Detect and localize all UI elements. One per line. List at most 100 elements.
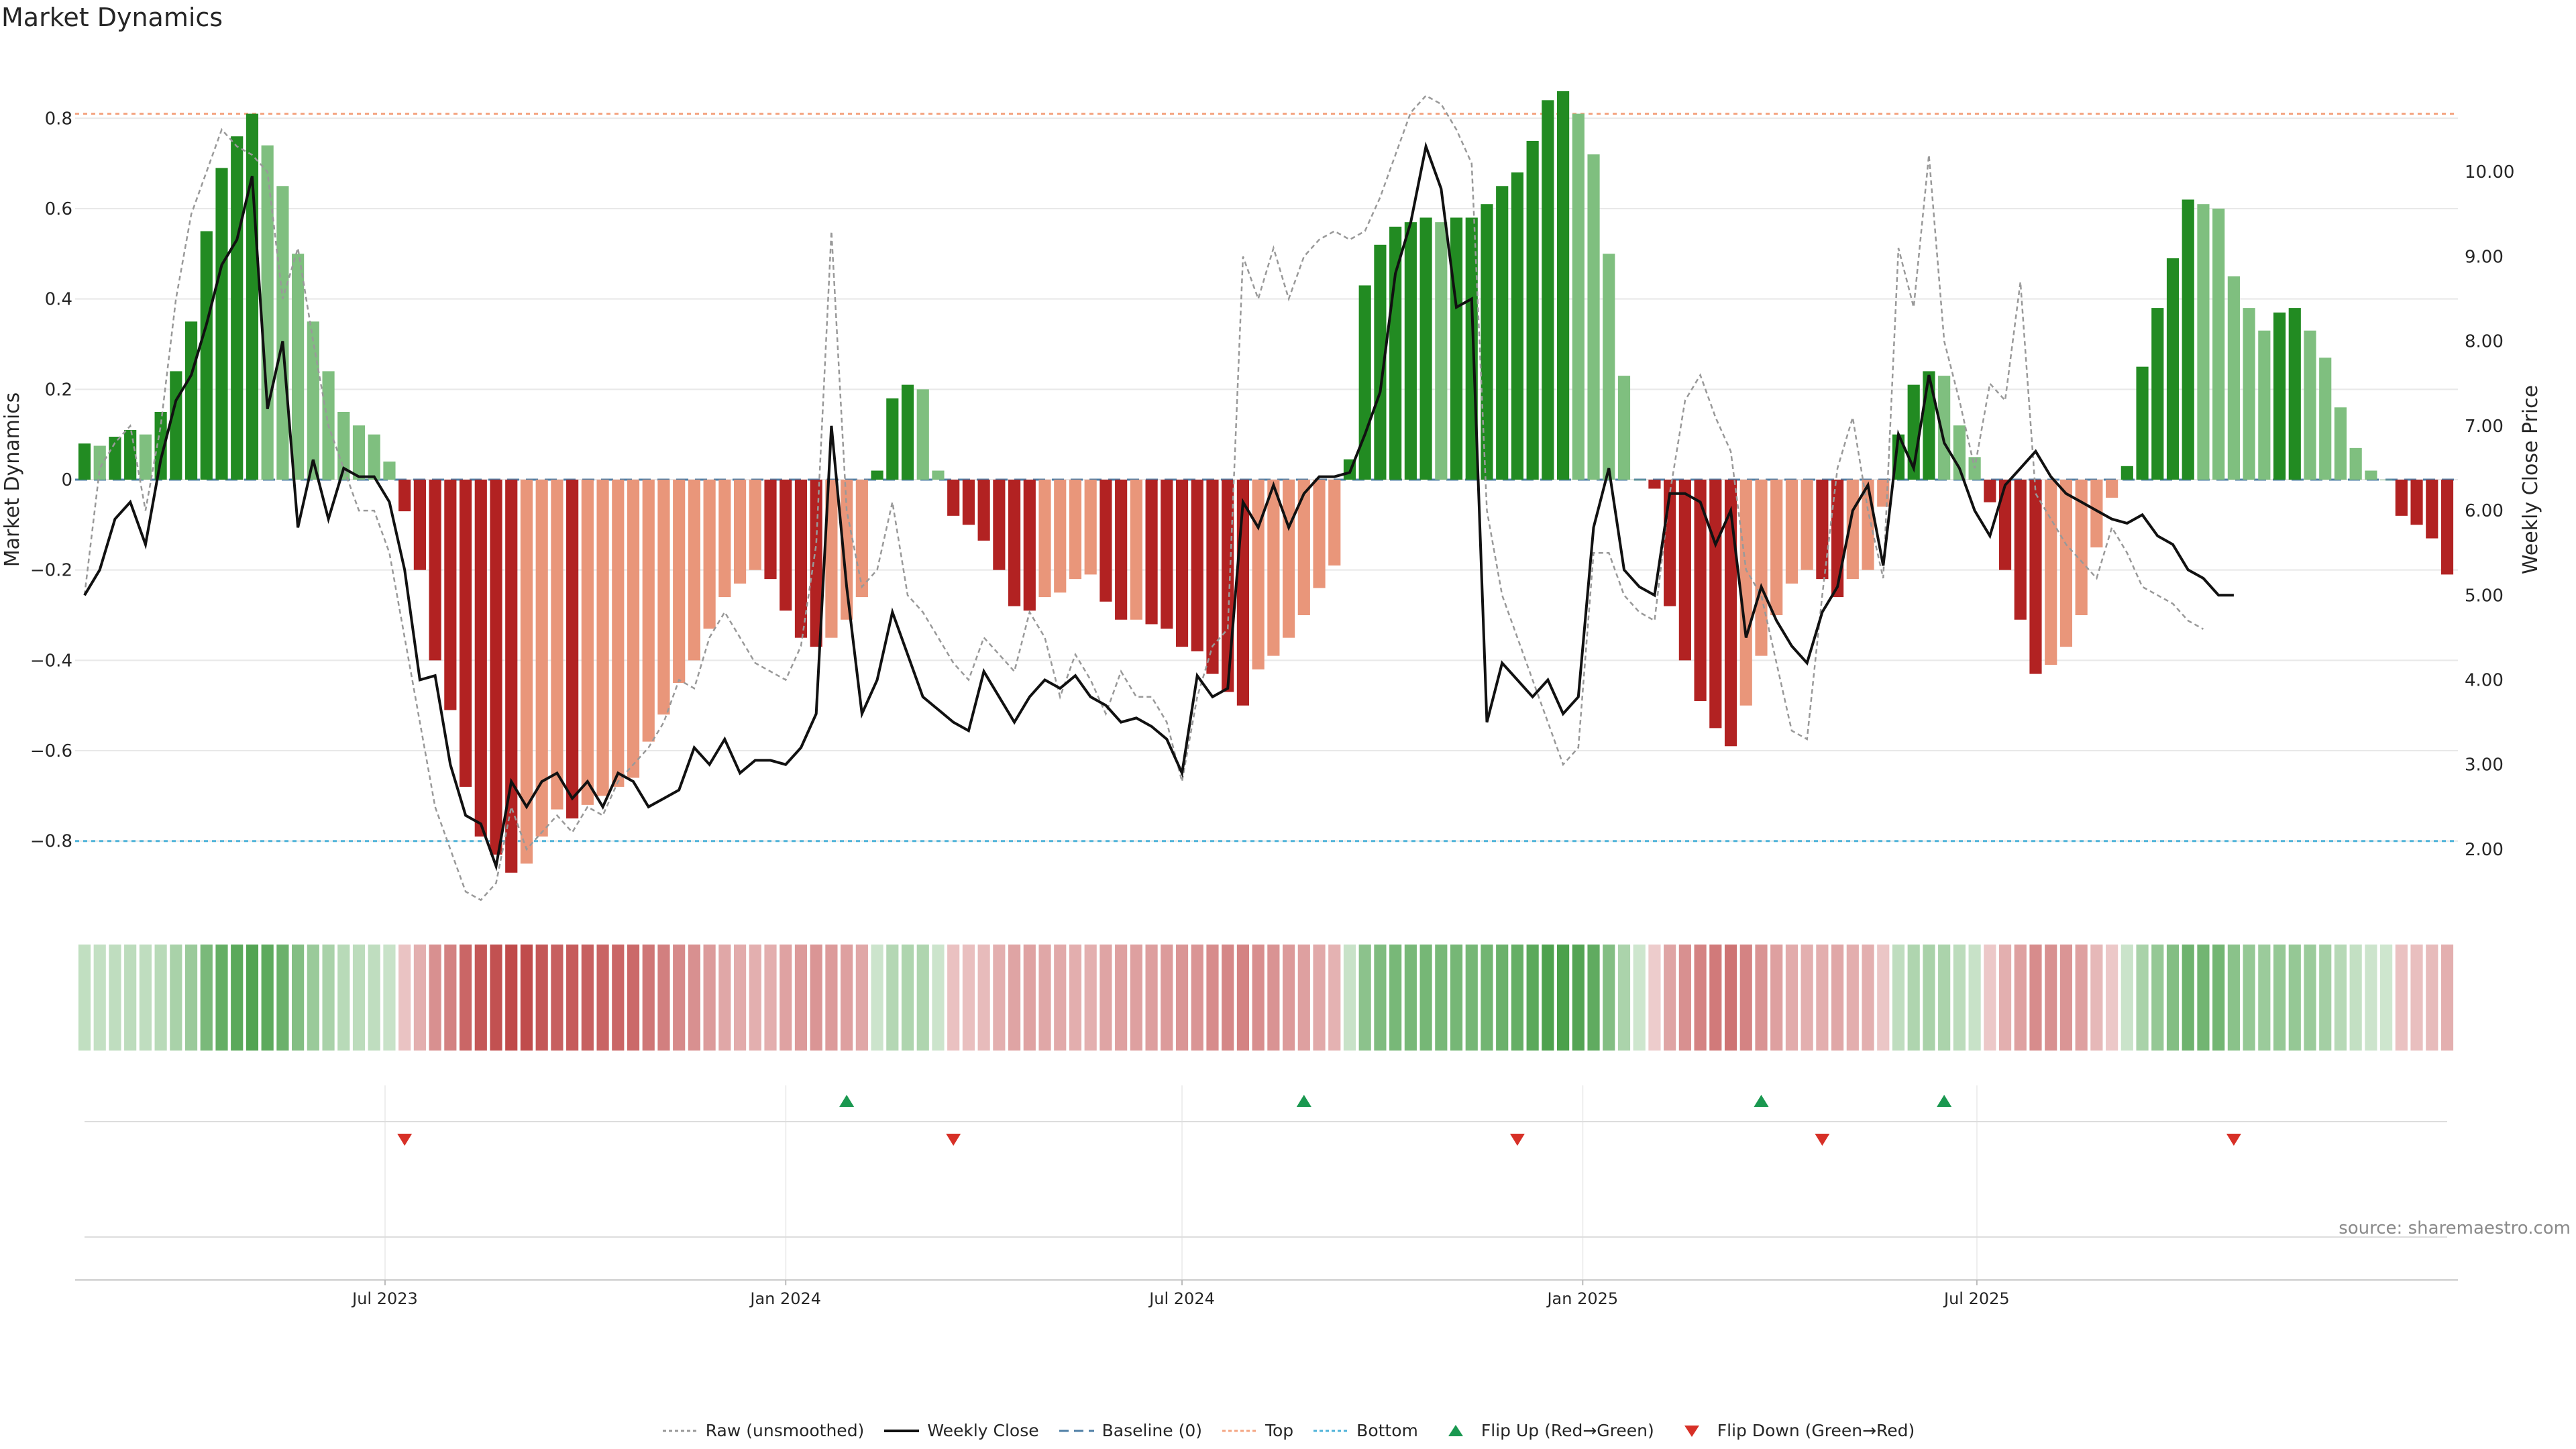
y-left-tick-label: 0.8 xyxy=(45,109,72,129)
regime-cell xyxy=(1831,945,1844,1051)
momentum-bar xyxy=(1542,100,1554,480)
momentum-bar xyxy=(2440,480,2454,575)
regime-cell xyxy=(1496,945,1509,1051)
momentum-bar xyxy=(368,434,380,480)
regime-cell xyxy=(2106,945,2118,1051)
regime-cell xyxy=(1923,945,1935,1051)
momentum-bar xyxy=(1008,480,1021,606)
y-right-tick-label: 8.00 xyxy=(2465,332,2504,352)
regime-cell xyxy=(1953,945,1966,1051)
raw-legend-swatch xyxy=(662,1430,698,1432)
momentum-bar xyxy=(2151,308,2164,480)
regime-cell xyxy=(977,945,990,1051)
momentum-bar xyxy=(581,480,594,805)
y-right-tick-label: 10.00 xyxy=(2465,162,2514,182)
regime-cell xyxy=(429,945,441,1051)
regime-cell xyxy=(1678,945,1691,1051)
legend-item: Raw (unsmoothed) xyxy=(661,1421,864,1440)
regime-cell xyxy=(1846,945,1859,1051)
regime-cell xyxy=(1023,945,1036,1051)
regime-cell xyxy=(444,945,457,1051)
regime-cell xyxy=(1328,945,1341,1051)
regime-cell xyxy=(2349,945,2362,1051)
momentum-bar xyxy=(794,480,808,638)
momentum-bar xyxy=(2227,276,2240,480)
flip-up-marker xyxy=(839,1095,855,1107)
regime-cell xyxy=(1267,945,1280,1051)
regime-cell xyxy=(1358,945,1371,1051)
momentum-bar xyxy=(962,480,975,525)
momentum-bar xyxy=(703,480,716,629)
regime-cell xyxy=(2090,945,2103,1051)
momentum-bar xyxy=(2426,480,2438,539)
legend-label: Top xyxy=(1265,1421,1294,1440)
regime-cell xyxy=(1465,945,1478,1051)
regime-cell xyxy=(764,945,777,1051)
momentum-bar xyxy=(596,480,609,796)
momentum-bar xyxy=(2197,204,2210,480)
regime-cell xyxy=(535,945,548,1051)
regime-cell xyxy=(780,945,792,1051)
regime-cell xyxy=(1648,945,1661,1051)
regime-cell xyxy=(1694,945,1707,1051)
momentum-bar xyxy=(1877,480,1890,507)
regime-cell xyxy=(1739,945,1752,1051)
regime-cell xyxy=(459,945,472,1051)
momentum-bar xyxy=(566,480,579,819)
regime-cell xyxy=(520,945,533,1051)
regime-cell xyxy=(261,945,274,1051)
momentum-bar xyxy=(1099,480,1112,602)
momentum-bar xyxy=(1557,91,1570,480)
regime-cell xyxy=(2426,945,2438,1051)
momentum-bar xyxy=(841,480,853,620)
regime-cell xyxy=(490,945,502,1051)
grid-layer xyxy=(75,117,2458,1280)
legend-item: Baseline (0) xyxy=(1058,1421,1202,1440)
regime-cell xyxy=(1343,945,1356,1051)
flip-down-marker xyxy=(2226,1134,2241,1146)
x-tick-label: Jul 2023 xyxy=(351,1289,418,1308)
momentum-bar xyxy=(1755,480,1768,656)
momentum-bar xyxy=(505,480,518,873)
regime-cell xyxy=(307,945,319,1051)
regime-cell xyxy=(124,945,137,1051)
regime-cell xyxy=(2395,945,2408,1051)
legend: Raw (unsmoothed) Weekly Close Baseline (0)… xyxy=(0,1421,2576,1440)
momentum-bar xyxy=(292,254,305,480)
regime-cell xyxy=(1587,945,1600,1051)
regime-strip xyxy=(78,945,2454,1051)
momentum-bar xyxy=(337,411,350,480)
regime-cell xyxy=(825,945,838,1051)
momentum-bar xyxy=(78,443,91,480)
flip-down-marker xyxy=(397,1134,413,1146)
regime-cell xyxy=(139,945,152,1051)
flip-down-marker xyxy=(1509,1134,1525,1146)
momentum-bar xyxy=(231,136,244,480)
regime-cell xyxy=(2334,945,2347,1051)
momentum-bar xyxy=(825,480,838,638)
regime-cell xyxy=(1572,945,1585,1051)
legend-item: Flip Up (Red→Green) xyxy=(1437,1421,1654,1440)
momentum-bar xyxy=(2349,447,2362,480)
regime-cell xyxy=(2212,945,2225,1051)
momentum-bar xyxy=(1206,480,1219,674)
momentum-bar xyxy=(2319,358,2332,480)
momentum-bar xyxy=(2121,466,2133,480)
regime-cell xyxy=(1389,945,1402,1051)
momentum-bar xyxy=(1603,254,1615,480)
source-note: source: sharemaestro.com xyxy=(2339,1218,2571,1238)
regime-cell xyxy=(581,945,594,1051)
regime-cell xyxy=(1084,945,1097,1051)
flip-down-marker xyxy=(946,1134,961,1146)
regime-cell xyxy=(1877,945,1890,1051)
regime-cell xyxy=(2288,945,2301,1051)
momentum-bar xyxy=(1222,480,1234,692)
regime-cell xyxy=(2014,945,2027,1051)
momentum-bar xyxy=(1069,480,1082,580)
y-right-tick-label: 5.00 xyxy=(2465,586,2504,606)
momentum-bar xyxy=(1617,376,1631,480)
baseline-legend-swatch xyxy=(1059,1430,1094,1432)
regime-cell xyxy=(1115,945,1128,1051)
y-right-tick-label: 9.00 xyxy=(2465,247,2504,267)
y-left-tick-label: 0.2 xyxy=(45,380,72,400)
